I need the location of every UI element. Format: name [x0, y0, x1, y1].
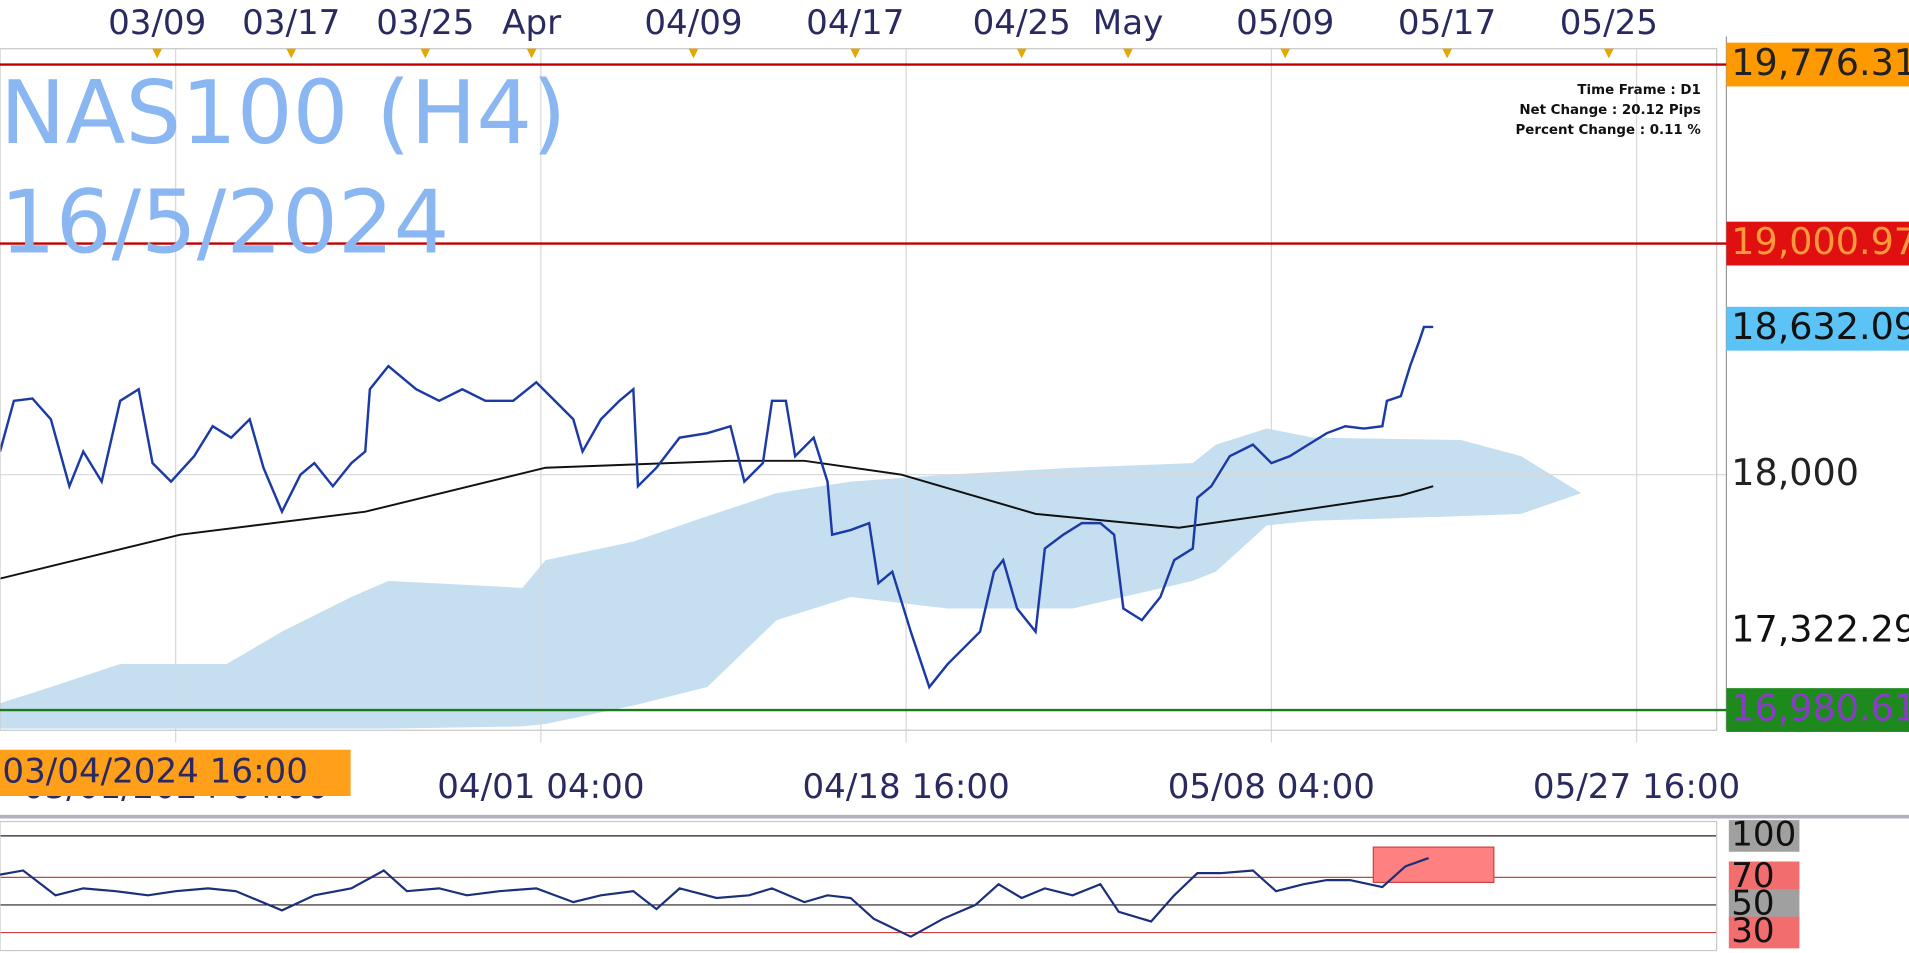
- level-label-bg: [1726, 306, 1909, 351]
- x2-tick-label: 04/17: [806, 3, 904, 43]
- moving-average: [0, 459, 1434, 580]
- info-line: Percent Change : 0.11 %: [1515, 123, 1700, 138]
- x2-tick-mark: [286, 48, 297, 59]
- x2-tick-mark: [1016, 48, 1027, 59]
- cloud: [0, 428, 1582, 729]
- rsi-tick-bg: [1728, 916, 1800, 949]
- overbought-box: [1372, 846, 1495, 884]
- x2-tick-mark: [1280, 48, 1291, 59]
- x2-tick-label: 03/09: [108, 3, 206, 43]
- chart-title: NAS100 (H4): [0, 62, 566, 164]
- y-tick-label: 18,000: [1731, 451, 1859, 494]
- level-label: 17,322.29: [1731, 608, 1909, 651]
- x2-tick-label: 05/09: [1236, 3, 1334, 43]
- price-line: [0, 325, 1434, 690]
- crosshair-label-bg: [0, 749, 351, 796]
- x2-tick-mark: [1442, 48, 1452, 59]
- rsi-tick-label: 100: [1731, 814, 1796, 854]
- level-label: 18,632.09: [1731, 305, 1909, 348]
- x-tick-label: 05/27 16:00: [1533, 767, 1740, 807]
- level-label-bg: [1726, 688, 1909, 732]
- info-line: Time Frame : D1: [1577, 83, 1700, 98]
- x2-tick-mark: [420, 48, 431, 59]
- x-tick-label: 04/18 16:00: [802, 767, 1009, 807]
- info-line: Net Change : 20.12 Pips: [1519, 103, 1700, 118]
- level-label-bg: [1726, 221, 1909, 266]
- x2-tick-mark: [1123, 48, 1133, 59]
- x2-tick-label: May: [1093, 3, 1163, 43]
- x2-tick-label: 04/09: [644, 3, 742, 43]
- x-tick-label: 04/01 04:00: [437, 767, 644, 807]
- x2-tick-label: 05/17: [1398, 3, 1496, 43]
- level-label: 19,776.31: [1731, 41, 1909, 84]
- x2-tick-mark: [688, 48, 699, 59]
- rsi-tick-bg: [1728, 861, 1800, 894]
- x2-tick-mark: [1603, 48, 1614, 59]
- x2-tick-mark: [526, 48, 537, 59]
- x2-tick-mark: [850, 48, 861, 59]
- crosshair-label: 03/04/2024 16:00: [2, 751, 308, 791]
- x2-tick-label: 04/25: [973, 3, 1071, 43]
- rsi-tick-bg: [1728, 889, 1800, 921]
- rsi-tick-label: 30: [1731, 911, 1774, 951]
- level-label: 19,000.97: [1731, 220, 1909, 263]
- x2-tick-label: Apr: [502, 3, 562, 43]
- x2-tick-label: 03/25: [376, 3, 474, 43]
- chart-subtitle: 16/5/2024: [0, 172, 449, 274]
- x2-tick-label: 05/25: [1560, 3, 1658, 43]
- x2-tick-label: 03/17: [242, 3, 340, 43]
- x2-tick-mark: [152, 48, 163, 59]
- rsi-tick-bg: [1728, 820, 1800, 852]
- rsi-frame: [0, 820, 1718, 952]
- level-label-bg: [1726, 42, 1909, 87]
- level-label: 16,980.61: [1731, 687, 1909, 730]
- rsi-line: [0, 857, 1429, 938]
- x-tick-label: 05/08 04:00: [1168, 767, 1375, 807]
